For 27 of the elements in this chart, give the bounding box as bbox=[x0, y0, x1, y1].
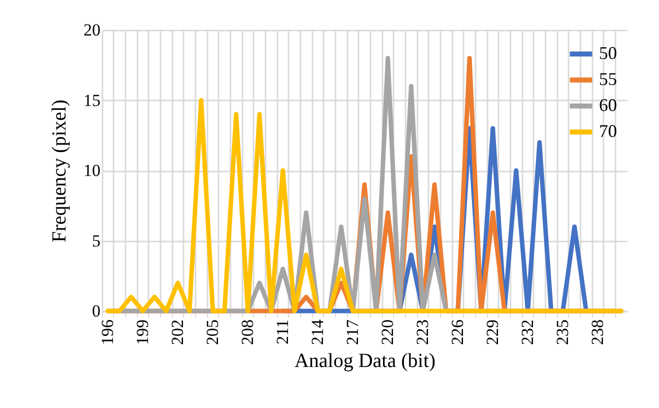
y-tick-label: 5 bbox=[92, 231, 100, 250]
y-tick-label: 0 bbox=[92, 302, 100, 320]
x-tick-label: 220 bbox=[378, 320, 397, 345]
y-axis-title: Frequency (pixel) bbox=[48, 100, 70, 242]
x-tick-label: 223 bbox=[412, 320, 432, 345]
y-tick-label: 15 bbox=[84, 90, 100, 110]
x-tick-label: 235 bbox=[552, 320, 572, 345]
y-tick-label: 20 bbox=[84, 20, 100, 40]
x-tick-label: 217 bbox=[342, 319, 362, 345]
legend-label: 50 bbox=[599, 43, 617, 63]
line-series bbox=[106, 98, 624, 314]
x-axis-title: Analog Data (bit) bbox=[294, 350, 436, 372]
x-tick-label: 211 bbox=[272, 320, 292, 344]
x-tick-label: 202 bbox=[168, 320, 187, 345]
x-tick-label: 238 bbox=[588, 320, 607, 345]
legend-label: 70 bbox=[599, 121, 617, 141]
x-tick-label: 229 bbox=[482, 320, 502, 345]
legend-label: 55 bbox=[599, 69, 617, 89]
x-tick-label: 226 bbox=[448, 320, 467, 345]
x-tick-label: 196 bbox=[98, 320, 117, 345]
y-tick-label: 10 bbox=[84, 161, 100, 180]
legend-label: 60 bbox=[599, 95, 617, 115]
x-tick-label: 205 bbox=[202, 320, 222, 345]
x-tick-label: 199 bbox=[132, 320, 152, 345]
x-tick-label: 232 bbox=[518, 320, 537, 345]
x-tick-label: 214 bbox=[308, 319, 327, 345]
x-tick-label: 208 bbox=[238, 320, 257, 345]
